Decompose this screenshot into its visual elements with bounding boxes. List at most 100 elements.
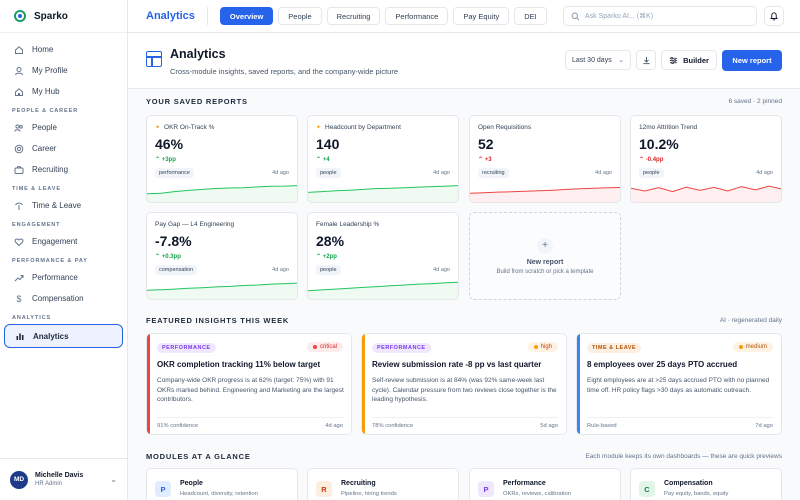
severity-label: high bbox=[540, 344, 552, 350]
sidebar-item-label: Time & Leave bbox=[32, 201, 82, 210]
report-card[interactable]: Female Leadership % 28% ⌃ +2pp people 4d ago bbox=[307, 212, 459, 300]
date-range-select[interactable]: Last 30 days ⌄ bbox=[565, 50, 631, 70]
sidebar-item-analytics[interactable]: Analytics bbox=[4, 324, 123, 348]
builder-button[interactable]: Builder bbox=[661, 50, 717, 70]
sidebar-item-label: Performance bbox=[32, 273, 78, 282]
insight-confidence: 91% confidence bbox=[157, 423, 199, 429]
module-letter-icon: P bbox=[478, 481, 494, 497]
sidebar-item-people[interactable]: People bbox=[4, 117, 123, 138]
sparkline-area bbox=[308, 185, 458, 202]
report-card[interactable]: 12mo Attrition Trend 10.2% ⌃ -0.4pp people 4… bbox=[630, 115, 782, 203]
report-card-value: 52 bbox=[478, 136, 494, 152]
report-card[interactable]: Open Requisitions 52 ⌃ +3 recruiting 4d ago bbox=[469, 115, 621, 203]
report-card-value: 10.2% bbox=[639, 136, 679, 152]
sparkline-line bbox=[147, 282, 297, 291]
search-input[interactable]: Ask Sparko AI... (⌘K) bbox=[563, 6, 757, 26]
section-title-saved-reports: YOUR SAVED REPORTS bbox=[146, 97, 248, 106]
module-card-recruiting[interactable]: R Recruiting Pipeline, hiring trends bbox=[307, 468, 459, 500]
tab-people[interactable]: People bbox=[278, 7, 322, 25]
sliders-icon bbox=[669, 56, 678, 64]
sidebar-item-my-hub[interactable]: My Hub bbox=[4, 81, 123, 102]
report-card[interactable]: Pay Gap — L4 Engineering -7.8% ⌃ +0.3pp com… bbox=[146, 212, 298, 300]
report-card[interactable]: ✦ OKR On-Track % 46% ⌃ +3pp performance 4d ag… bbox=[146, 115, 298, 203]
sidebar-item-label: Career bbox=[32, 144, 57, 153]
sidebar-section-title: TIME & LEAVE bbox=[12, 186, 61, 192]
module-card-performance[interactable]: P Performance OKRs, reviews, calibration bbox=[469, 468, 621, 500]
insight-card[interactable]: PERFORMANCE high Review submission rate -8… bbox=[361, 333, 567, 435]
module-letter-icon: C bbox=[639, 481, 655, 497]
sparkline-line bbox=[470, 186, 620, 194]
insight-title: 8 employees over 25 days PTO accrued bbox=[587, 360, 738, 369]
sidebar-item-career[interactable]: Career bbox=[4, 138, 123, 159]
user-menu[interactable]: MD Michelle Davis HR Admin ⌄ bbox=[0, 458, 127, 500]
sidebar-item-home[interactable]: Home bbox=[4, 39, 123, 60]
new-report-button[interactable]: New report bbox=[722, 50, 782, 71]
hub-icon bbox=[14, 87, 24, 97]
sparkline bbox=[147, 185, 297, 202]
notifications-button[interactable] bbox=[764, 6, 784, 26]
new-report-card-sub: Build from scratch or pick a template bbox=[496, 268, 594, 275]
user-icon bbox=[14, 66, 24, 76]
brand[interactable]: Sparko bbox=[0, 0, 127, 33]
insight-timestamp: 4d ago bbox=[325, 423, 343, 429]
sidebar-item-label: People bbox=[32, 123, 57, 132]
insight-body: Eight employees are at >25 days accrued … bbox=[587, 377, 770, 394]
tab-performance[interactable]: Performance bbox=[385, 7, 449, 25]
sidebar-section-title: ANALYTICS bbox=[12, 315, 52, 321]
insight-footer: 91% confidence 4d ago bbox=[157, 417, 343, 429]
tab-dei[interactable]: DEI bbox=[514, 7, 547, 25]
page-subtitle: Cross-module insights, saved reports, an… bbox=[170, 67, 399, 76]
module-name: People bbox=[180, 480, 203, 487]
arrow-up-icon: ⌃ bbox=[155, 254, 162, 260]
report-card-delta-value: +3 bbox=[484, 157, 492, 163]
severity-badge: medium bbox=[732, 342, 773, 352]
report-card-tag: recruiting bbox=[478, 168, 509, 178]
search-placeholder: Ask Sparko AI... (⌘K) bbox=[585, 13, 654, 20]
tab-pay-equity[interactable]: Pay Equity bbox=[453, 7, 510, 25]
download-button[interactable] bbox=[636, 50, 656, 70]
trend-up-icon bbox=[14, 273, 24, 283]
sidebar-item-performance[interactable]: Performance bbox=[4, 267, 123, 288]
module-description: OKRs, reviews, calibration bbox=[503, 491, 571, 497]
insight-category-badge: PERFORMANCE bbox=[372, 343, 431, 353]
report-card-title: Open Requisitions bbox=[478, 124, 531, 131]
severity-badge: critical bbox=[306, 342, 343, 352]
sidebar-item-time-leave[interactable]: Time & Leave bbox=[4, 195, 123, 216]
report-card-value: 140 bbox=[316, 136, 340, 152]
insight-body: Company-wide OKR progress is at 62% (tar… bbox=[157, 377, 344, 403]
brand-name: Sparko bbox=[34, 10, 68, 22]
module-card-compensation[interactable]: C Compensation Pay equity, bands, equity bbox=[630, 468, 782, 500]
severity-label: critical bbox=[319, 344, 337, 350]
insight-accent-bar bbox=[577, 334, 580, 434]
report-card-value: -7.8% bbox=[155, 233, 192, 249]
module-name: Compensation bbox=[664, 480, 713, 487]
sidebar-section-title: PERFORMANCE & PAY bbox=[12, 258, 88, 264]
severity-dot-icon bbox=[312, 345, 317, 349]
tab-recruiting[interactable]: Recruiting bbox=[326, 7, 381, 25]
heart-icon bbox=[14, 237, 24, 247]
insight-title: Review submission rate -8 pp vs last qua… bbox=[372, 360, 542, 369]
report-card[interactable]: ✦ Headcount by Department 140 ⌃ +4 people 4d … bbox=[307, 115, 459, 203]
tab-overview[interactable]: Overview bbox=[219, 7, 274, 25]
avatar: MD bbox=[10, 470, 28, 489]
sparkline-line bbox=[631, 185, 781, 193]
sidebar-item-compensation[interactable]: $ Compensation bbox=[4, 288, 123, 309]
insight-card[interactable]: PERFORMANCE critical OKR completion tracki… bbox=[146, 333, 352, 435]
tab-bar: Overview People Recruiting Performance Pay E… bbox=[219, 7, 552, 25]
module-name: Recruiting bbox=[341, 480, 376, 487]
report-card-title-text: Headcount by Department bbox=[325, 124, 401, 131]
module-card-people[interactable]: P People Headcount, diversity, retention bbox=[146, 468, 298, 500]
people-icon bbox=[14, 123, 24, 133]
insight-card[interactable]: TIME & LEAVE medium 8 employees over 25 da… bbox=[576, 333, 782, 435]
download-icon bbox=[642, 56, 650, 64]
report-card-delta-value: +2pp bbox=[322, 254, 337, 260]
sidebar-item-my-profile[interactable]: My Profile bbox=[4, 60, 123, 81]
report-card-title: ✦ Headcount by Department bbox=[316, 124, 401, 131]
new-report-card[interactable]: + New report Build from scratch or pick … bbox=[469, 212, 621, 300]
sidebar-item-label: Compensation bbox=[32, 294, 84, 303]
report-card-value: 28% bbox=[316, 233, 345, 249]
sidebar-item-recruiting[interactable]: Recruiting bbox=[4, 159, 123, 180]
sparkline-area bbox=[147, 185, 297, 202]
report-card-title: Pay Gap — L4 Engineering bbox=[155, 221, 234, 228]
sidebar-item-engagement[interactable]: Engagement bbox=[4, 231, 123, 252]
